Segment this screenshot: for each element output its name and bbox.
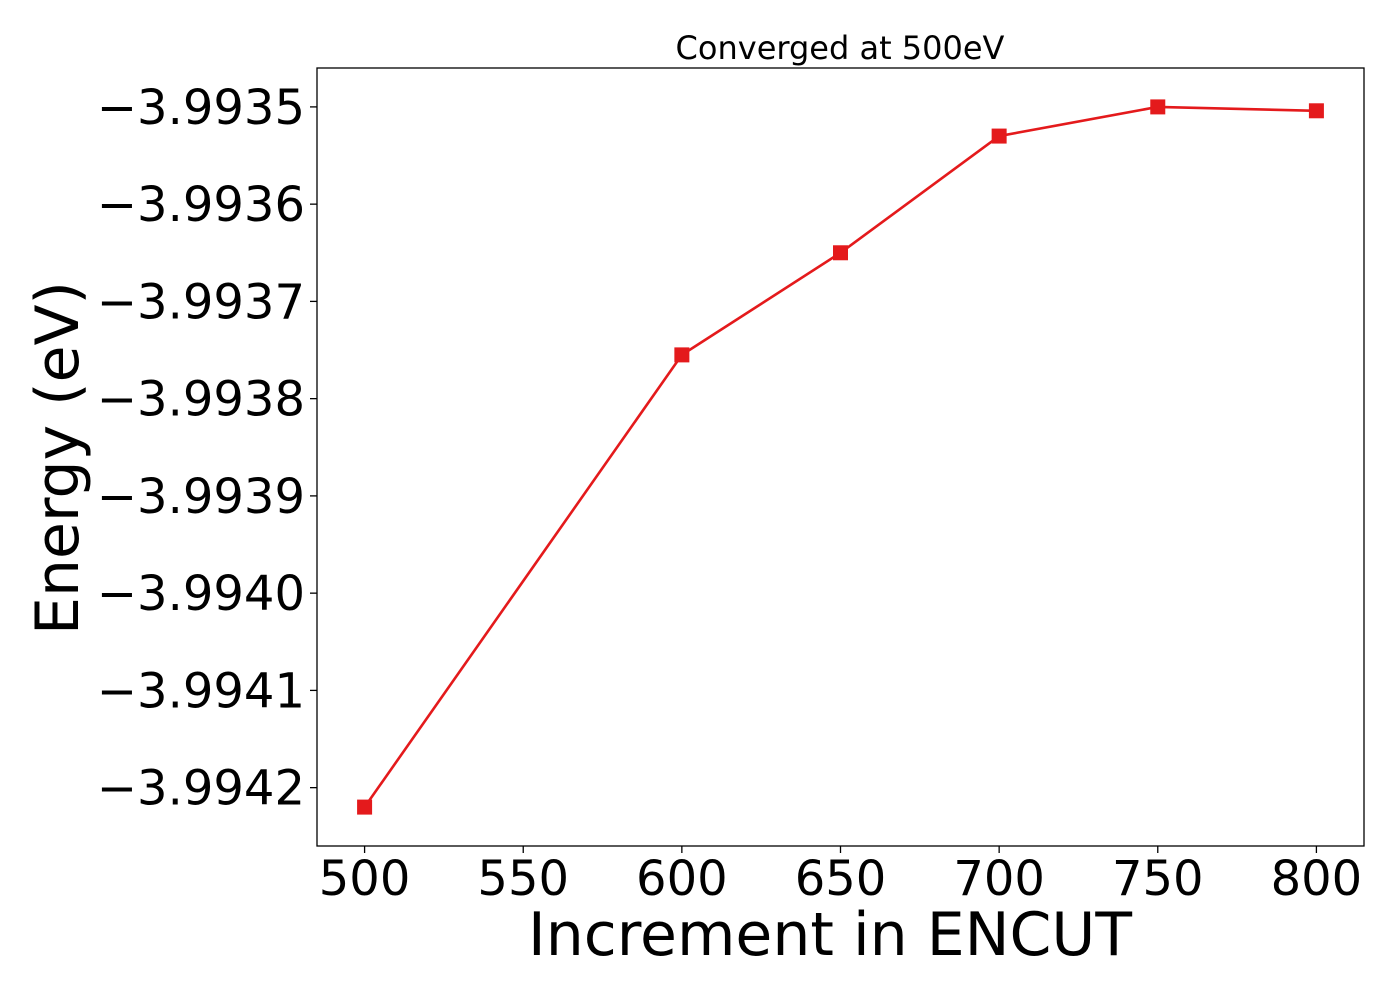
y-axis: −3.9935 −3.9936 −3.9937 −3.9938 −3.9939 −3.99… [97,80,317,817]
data-point [1308,103,1324,119]
x-axis: 500 550 600 650 700 750 800 [319,846,1362,907]
data-point [991,128,1007,144]
plot-area-frame [316,67,1365,847]
data-point [1150,99,1166,115]
x-axis-label: Increment in ENCUT [528,900,1132,970]
y-tick-label: −3.9940 [97,566,305,622]
series-line [363,105,1317,808]
data-point [674,347,690,363]
x-tick-label: 750 [1112,851,1204,907]
x-tick-label: 600 [636,851,728,907]
x-tick-label: 700 [953,851,1045,907]
data-point [833,245,848,261]
y-tick-label: −3.9937 [97,274,305,330]
y-axis-label: Energy (eV) [23,281,93,635]
x-tick-label: 800 [1271,851,1363,907]
y-tick-label: −3.9941 [97,663,305,719]
y-tick-label: −3.9936 [97,177,305,233]
y-tick-label: −3.9942 [97,761,305,817]
series-layer [357,99,1324,815]
y-tick-label: −3.9939 [97,469,305,525]
y-tick-label: −3.9938 [97,372,305,428]
data-point [357,799,373,815]
y-tick-label: −3.9935 [97,80,305,136]
chart-title: Converged at 500eV [676,29,1005,67]
x-tick-label: 650 [795,851,887,907]
x-tick-label: 500 [319,851,411,907]
x-tick-label: 550 [477,851,569,907]
